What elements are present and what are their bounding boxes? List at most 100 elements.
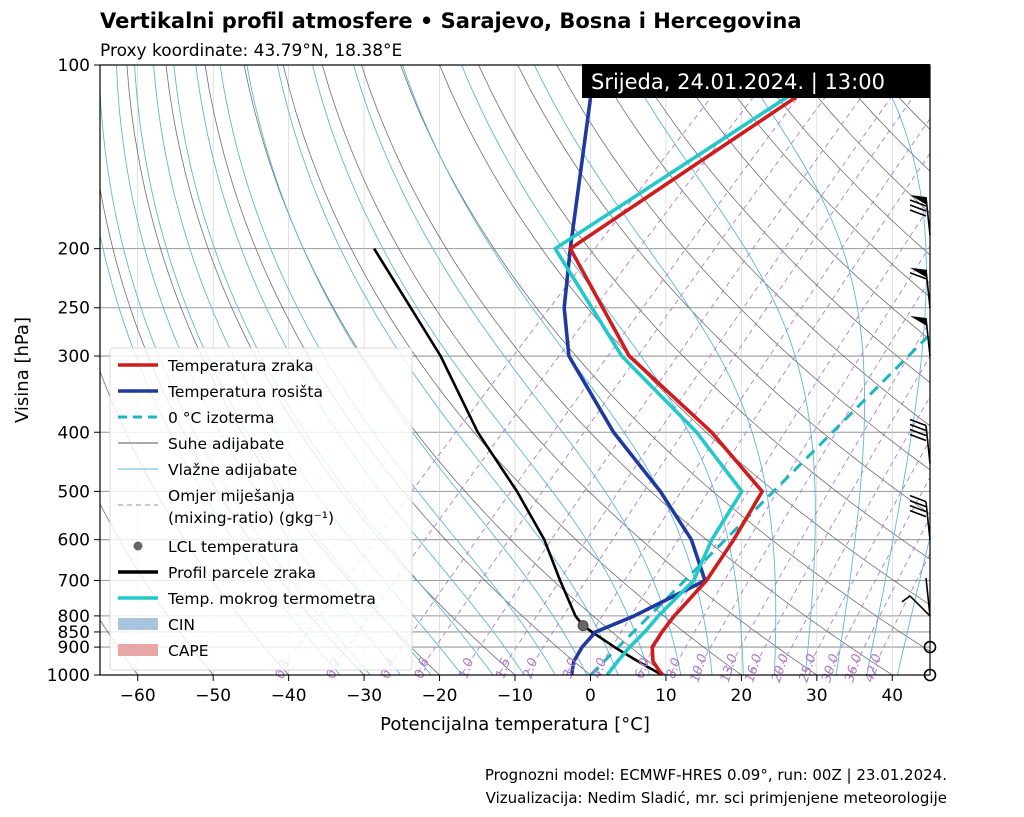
- legend-label: 0 °C izoterma: [168, 409, 275, 427]
- x-axis-label: Potencijalna temperatura [°C]: [380, 714, 650, 735]
- x-tick-label: −40: [271, 686, 307, 706]
- wind-barb: [909, 195, 931, 236]
- mixing-ratio-line: [276, 89, 718, 675]
- legend-label: CIN: [168, 616, 195, 634]
- legend-label: Temperatura rosišta: [167, 383, 323, 401]
- footer-author: Vizualizacija: Nedim Sladić, mr. sci pri…: [486, 789, 947, 807]
- moist-adiabat: [533, 65, 777, 675]
- legend-swatch-patch: [118, 644, 158, 656]
- mixing-ratio-line: [327, 89, 759, 675]
- y-tick-label: 900: [58, 638, 90, 658]
- mixing-ratio-line: [804, 438, 930, 675]
- x-axis-ticks: −60 −50 −40 −30 −20 −10 0 10 20 30 40: [120, 675, 903, 706]
- moist-adiabat: [219, 65, 556, 675]
- dry-adiabat: [361, 65, 894, 675]
- chart-subtitle: Proxy koordinate: 43.79°N, 18.38°E: [100, 41, 402, 61]
- y-tick-label: 200: [58, 240, 90, 260]
- wind-barb-pennant: [910, 267, 927, 278]
- wind-barb-calm: [923, 640, 937, 654]
- series-layer: [372, 65, 930, 675]
- mixing-ratio-line: [826, 476, 930, 675]
- wind-barb: [901, 577, 931, 617]
- mixing-ratio-label: 3.0: [560, 656, 581, 680]
- legend-label: Suhe adijabate: [168, 435, 284, 453]
- x-tick-label: −10: [497, 686, 533, 706]
- y-tick-label: 100: [58, 56, 90, 76]
- valid-time-box: Srijeda, 24.01.2024. | 13:00: [582, 64, 930, 98]
- wind-barb-shaft: [925, 577, 931, 616]
- mixing-ratio-label: 1.0: [457, 656, 478, 680]
- y-axis-label: Visina [hPa]: [12, 317, 33, 423]
- dry-adiabat: [439, 65, 930, 606]
- mixing-ratio-label: 8.0: [664, 656, 685, 680]
- legend-label: Vlažne adijabate: [168, 461, 297, 479]
- dry-adiabat: [595, 65, 930, 427]
- y-tick-label: 850: [58, 623, 90, 643]
- moist-adiabat: [312, 65, 650, 675]
- dry-adiabat: [282, 65, 743, 675]
- dry-adiabat: [243, 65, 667, 675]
- legend-label: CAPE: [168, 642, 209, 660]
- moist-adiabat: [866, 65, 927, 675]
- dry-adiabat: [321, 65, 818, 675]
- dry-adiabat: [204, 65, 592, 675]
- series-profil-parcele-zraka: [372, 247, 663, 675]
- lcl-point: [577, 620, 589, 632]
- legend-label-line2: (mixing-ratio) (gkg⁻¹): [168, 509, 334, 527]
- wind-barb-feather: [909, 428, 927, 437]
- wind-barb: [909, 418, 931, 464]
- mixing-ratio-line: [416, 89, 831, 675]
- wind-barb-feather: [909, 418, 927, 427]
- wind-barb-feather: [909, 509, 927, 518]
- mixing-ratio-line: [525, 89, 919, 675]
- series-temp-mokrog-termometra: [553, 65, 838, 675]
- mixing-ratio-line: [749, 355, 930, 675]
- legend: Temperatura zraka Temperatura rosišta 0 °C…: [109, 347, 413, 671]
- wind-barb-feather: [909, 494, 927, 503]
- moist-adiabat: [353, 65, 682, 675]
- y-tick-label: 700: [58, 572, 90, 592]
- wind-barb-feather: [909, 204, 927, 212]
- x-tick-label: −20: [422, 686, 458, 706]
- legend-label: Temp. mokrog termometra: [167, 590, 376, 608]
- dry-adiabat: [673, 65, 930, 341]
- x-tick-label: 20: [731, 686, 753, 706]
- legend-label: Temperatura zraka: [167, 357, 314, 375]
- wind-barb-calm: [923, 668, 937, 682]
- mixing-ratio-label: 6.0: [632, 656, 653, 680]
- y-tick-label: 1000: [47, 666, 90, 686]
- wind-barb-feather: [909, 504, 927, 513]
- legend-label: Omjer miješanja: [168, 487, 295, 505]
- moist-adiabat: [402, 65, 713, 675]
- series-temperatura-zraka: [568, 65, 845, 675]
- y-tick-label: 800: [58, 607, 90, 627]
- legend-label: LCL temperatura: [168, 538, 299, 556]
- mixing-ratio-label: 0.6: [412, 656, 433, 680]
- mixing-ratio-line: [497, 89, 897, 675]
- wind-barb-feather: [909, 423, 927, 432]
- wind-barb-feather: [909, 499, 927, 508]
- x-tick-label: 40: [881, 686, 903, 706]
- dry-adiabat: [948, 65, 1024, 688]
- wind-barb-shaft-extra: [909, 595, 931, 617]
- series-temperatura-rosi-ta: [562, 65, 707, 675]
- dry-adiabat: [478, 65, 930, 560]
- mixing-ratio-line: [724, 320, 930, 675]
- valid-time-background: [582, 64, 930, 98]
- wind-barb-feather: [909, 209, 927, 217]
- valid-time-label: Srijeda, 24.01.2024. | 13:00: [591, 70, 885, 95]
- legend-label: Profil parcele zraka: [168, 564, 316, 582]
- y-tick-label: 400: [58, 423, 90, 443]
- moist-adiabat: [624, 65, 816, 675]
- x-tick-label: 0: [585, 686, 596, 706]
- moist-adiabat: [896, 535, 930, 675]
- wind-barb-pennant: [910, 195, 927, 206]
- wind-barb: [910, 316, 931, 357]
- mixing-ratio-line: [850, 516, 930, 675]
- y-tick-label: 600: [58, 531, 90, 551]
- wind-barb-feather: [909, 271, 927, 280]
- legend-swatch-patch: [118, 618, 158, 630]
- wind-barb-feather: [909, 433, 927, 442]
